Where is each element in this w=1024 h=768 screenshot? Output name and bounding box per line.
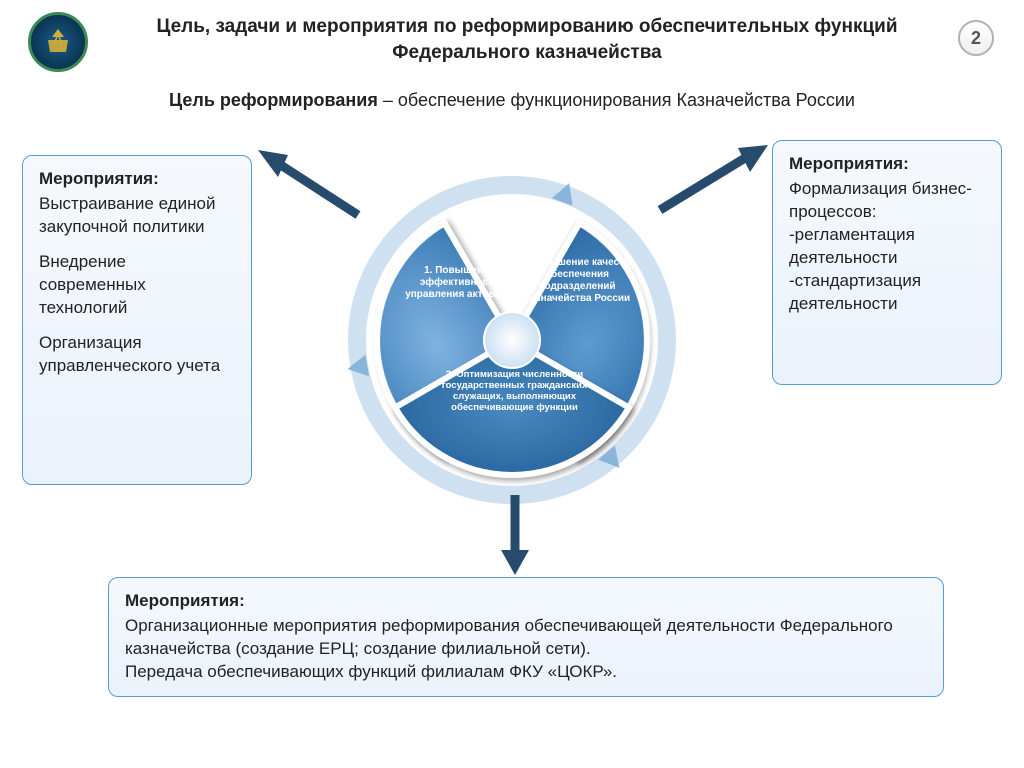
box-right-header: Мероприятия: <box>789 153 985 176</box>
box-left-p3: Организация управленческого учета <box>39 332 235 378</box>
box-left-p1: Выстраивание единой закупочной политики <box>39 193 235 239</box>
box-bottom-p2: Передача обеспечивающих функций филиалам… <box>125 661 927 684</box>
activities-box-left: Мероприятия: Выстраивание единой закупоч… <box>22 155 252 485</box>
box-right-l1: -регламентация деятельности <box>789 224 985 270</box>
segment-3-label: 3. Оптимизация численности государственн… <box>432 370 597 414</box>
page-number-badge: 2 <box>958 20 994 56</box>
segment-1-label: 1. Повышение эффективности управления ак… <box>402 265 517 301</box>
treasury-logo <box>28 12 88 72</box>
activities-box-right: Мероприятия: Формализация бизнес-процесс… <box>772 140 1002 385</box>
box-left-header: Мероприятия: <box>39 168 235 191</box>
page-number-text: 2 <box>971 28 981 49</box>
subtitle-bold: Цель реформирования <box>169 90 378 110</box>
arrow-to-left <box>248 145 368 225</box>
slide-title: Цель, задачи и мероприятия по реформиров… <box>110 14 944 65</box>
slide-subtitle: Цель реформирования – обеспечение функци… <box>60 90 964 111</box>
cycle-diagram: 1. Повышение эффективности управления ак… <box>337 165 687 515</box>
box-left-p2: Внедрение современных технологий <box>39 251 235 320</box>
box-right-l2: -стандартизация деятельности <box>789 270 985 316</box>
arrow-to-bottom <box>495 490 535 580</box>
segment-2-label: 2. Повышение качества обеспечения подраз… <box>517 257 637 305</box>
box-right-p1: Формализация бизнес-процессов: <box>789 178 985 224</box>
box-bottom-header: Мероприятия: <box>125 590 927 613</box>
box-bottom-p1: Организационные мероприятия реформирован… <box>125 615 927 661</box>
subtitle-rest: – обеспечение функционирования Казначейс… <box>378 90 855 110</box>
activities-box-bottom: Мероприятия: Организационные мероприятия… <box>108 577 944 697</box>
arrow-to-right <box>650 140 780 220</box>
